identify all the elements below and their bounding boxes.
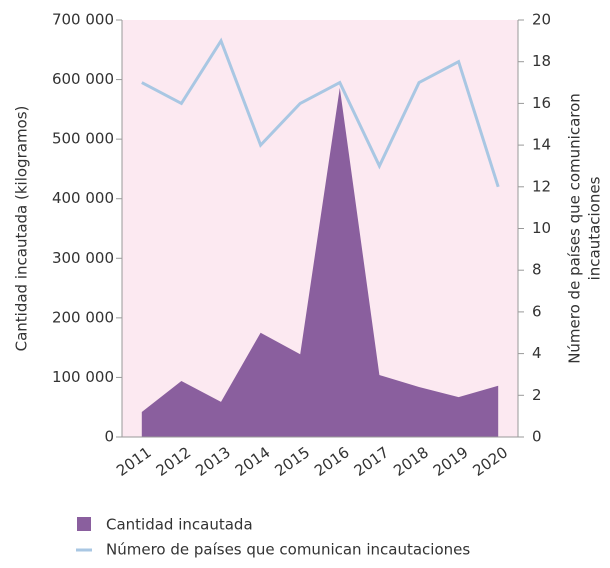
y-tick-label: 300 000 <box>52 249 114 267</box>
y2-axis-label: incautaciones <box>586 176 604 280</box>
area <box>141 87 499 437</box>
y-tick-label: 200 000 <box>52 308 114 326</box>
y-tick-label: 0 <box>104 428 114 446</box>
y2-tick-label: 0 <box>532 428 542 446</box>
y2-tick-label: 8 <box>532 261 542 279</box>
x-tick-label: 2015 <box>271 443 313 480</box>
x-tick-label: 2012 <box>153 443 195 480</box>
legend-label: Número de países que comunican incautaci… <box>106 541 470 559</box>
x-tick-label: 2013 <box>192 443 234 480</box>
y2-tick-label: 2 <box>532 386 542 404</box>
legend-label: Cantidad incautada <box>106 516 253 534</box>
y-tick-label: 600 000 <box>52 70 114 88</box>
y2-tick-label: 20 <box>532 11 551 29</box>
x-tick-label: 2020 <box>469 443 511 480</box>
y2-tick-label: 12 <box>532 177 551 195</box>
y2-tick-label: 14 <box>532 136 551 154</box>
y-tick-label: 700 000 <box>52 11 114 29</box>
x-tick-label: 2018 <box>390 443 432 480</box>
line <box>141 37 500 188</box>
y2-tick-label: 4 <box>532 344 542 362</box>
y2-tick-label: 18 <box>532 52 551 70</box>
x-tick-label: 2019 <box>430 443 472 480</box>
y2-tick-label: 6 <box>532 302 542 320</box>
y2-axis-label: Número de países que comunicaron <box>566 93 584 364</box>
y2-tick-label: 10 <box>532 219 551 237</box>
x-tick-label: 2017 <box>351 443 393 480</box>
x-tick-label: 2014 <box>232 443 274 480</box>
y2-tick-label: 16 <box>532 94 551 112</box>
y-tick-label: 100 000 <box>52 368 114 386</box>
y-tick-label: 400 000 <box>52 189 114 207</box>
x-tick-label: 2016 <box>311 443 353 480</box>
x-tick-label: 2011 <box>113 443 155 480</box>
y-axis-label: Cantidad incautada (kilogramos) <box>13 106 31 352</box>
legend-swatch <box>77 517 91 531</box>
y-tick-label: 500 000 <box>52 130 114 148</box>
